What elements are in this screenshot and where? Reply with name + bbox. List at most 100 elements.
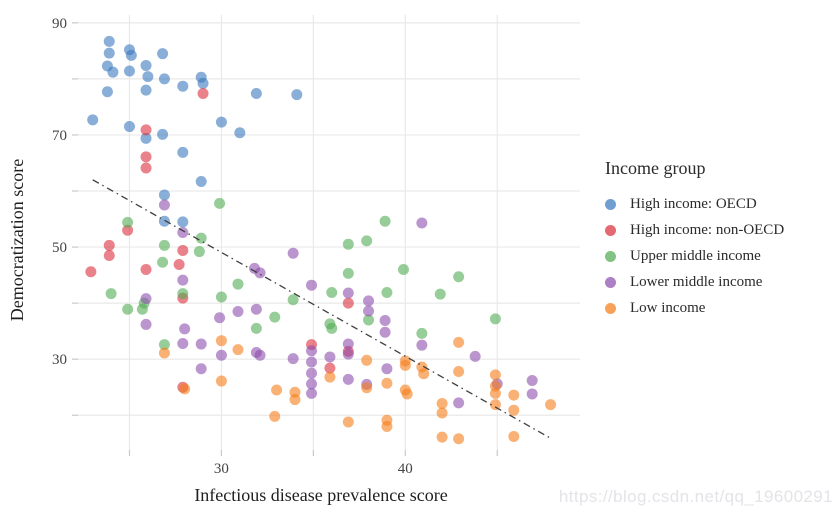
data-point — [195, 338, 207, 350]
data-point — [105, 288, 117, 300]
data-point — [381, 363, 393, 375]
data-point — [103, 47, 115, 59]
data-point — [379, 215, 391, 227]
data-point — [158, 215, 170, 227]
data-point — [195, 363, 207, 375]
data-point — [215, 349, 227, 361]
data-point — [508, 389, 520, 401]
data-point — [381, 420, 393, 432]
legend-item-label: Low income — [630, 299, 706, 316]
data-point — [363, 305, 375, 317]
data-point — [401, 388, 413, 400]
data-point — [85, 266, 97, 278]
data-point — [123, 65, 135, 77]
data-point — [324, 362, 336, 374]
data-point — [526, 388, 538, 400]
data-point — [140, 84, 152, 96]
data-point — [173, 258, 185, 270]
data-point — [324, 351, 336, 363]
data-point — [158, 199, 170, 211]
data-point — [254, 267, 266, 279]
data-point — [508, 404, 520, 416]
data-point — [326, 286, 338, 298]
data-point — [342, 267, 354, 279]
data-point — [342, 287, 354, 299]
data-point — [177, 244, 189, 256]
data-point — [215, 291, 227, 303]
data-point — [306, 378, 318, 390]
data-point — [342, 373, 354, 385]
legend-swatch — [605, 302, 616, 314]
data-point — [87, 114, 99, 126]
x-axis-title: Infectious disease prevalence score — [194, 485, 448, 505]
data-point — [361, 354, 373, 366]
data-point — [140, 263, 152, 275]
data-point — [416, 339, 428, 351]
data-point — [140, 151, 152, 163]
data-point — [250, 87, 262, 99]
data-point — [289, 394, 301, 406]
data-point — [324, 371, 336, 383]
x-tick-label: 30 — [214, 461, 229, 477]
legend-item: Low income — [605, 295, 784, 321]
data-point — [177, 337, 189, 349]
legend-item: Upper middle income — [605, 243, 784, 269]
data-point — [177, 146, 189, 158]
data-point — [436, 407, 448, 419]
data-point — [342, 416, 354, 428]
data-point — [101, 86, 113, 98]
legend-swatch — [605, 224, 616, 236]
y-tick-label: 70 — [52, 128, 67, 144]
data-point — [453, 366, 465, 378]
trend-line — [92, 179, 551, 439]
data-point — [177, 216, 189, 228]
data-point — [453, 433, 465, 445]
data-point — [177, 80, 189, 92]
data-point — [306, 356, 318, 368]
data-point — [157, 48, 169, 60]
y-tick-label: 90 — [52, 16, 67, 32]
data-point — [342, 348, 354, 360]
legend-swatch — [605, 250, 616, 262]
legend-item-label: High income: non-OECD — [630, 221, 785, 238]
legend: Income group High income: OECD High incom… — [605, 158, 784, 321]
data-point — [177, 288, 189, 300]
data-point — [177, 274, 189, 286]
data-point — [250, 303, 262, 315]
data-point — [291, 89, 303, 101]
data-point — [215, 375, 227, 387]
data-point — [379, 326, 391, 338]
data-point — [436, 431, 448, 443]
data-point — [453, 271, 465, 283]
data-point — [287, 353, 299, 365]
legend-swatch — [605, 276, 616, 288]
data-point — [545, 399, 557, 411]
data-point — [287, 294, 299, 306]
data-point — [416, 217, 428, 229]
data-point — [103, 249, 115, 261]
data-point — [489, 313, 501, 325]
data-point — [179, 323, 191, 335]
y-tick-label: 50 — [52, 240, 67, 256]
data-point — [125, 49, 137, 61]
data-point — [418, 368, 430, 380]
data-point — [489, 399, 501, 411]
data-point — [140, 293, 152, 305]
legend-item: High income: non-OECD — [605, 217, 784, 243]
data-point — [122, 216, 134, 228]
data-point — [453, 397, 465, 409]
data-point — [122, 224, 134, 236]
data-point — [381, 286, 393, 298]
legend-item-label: Lower middle income — [630, 273, 763, 290]
data-point — [158, 73, 170, 85]
data-point — [197, 87, 209, 99]
data-point — [363, 295, 375, 307]
data-point — [232, 306, 244, 318]
data-point — [140, 162, 152, 174]
data-point — [436, 397, 448, 409]
data-point — [342, 297, 354, 309]
data-point — [214, 312, 226, 324]
data-point — [234, 127, 246, 139]
data-point — [397, 263, 409, 275]
